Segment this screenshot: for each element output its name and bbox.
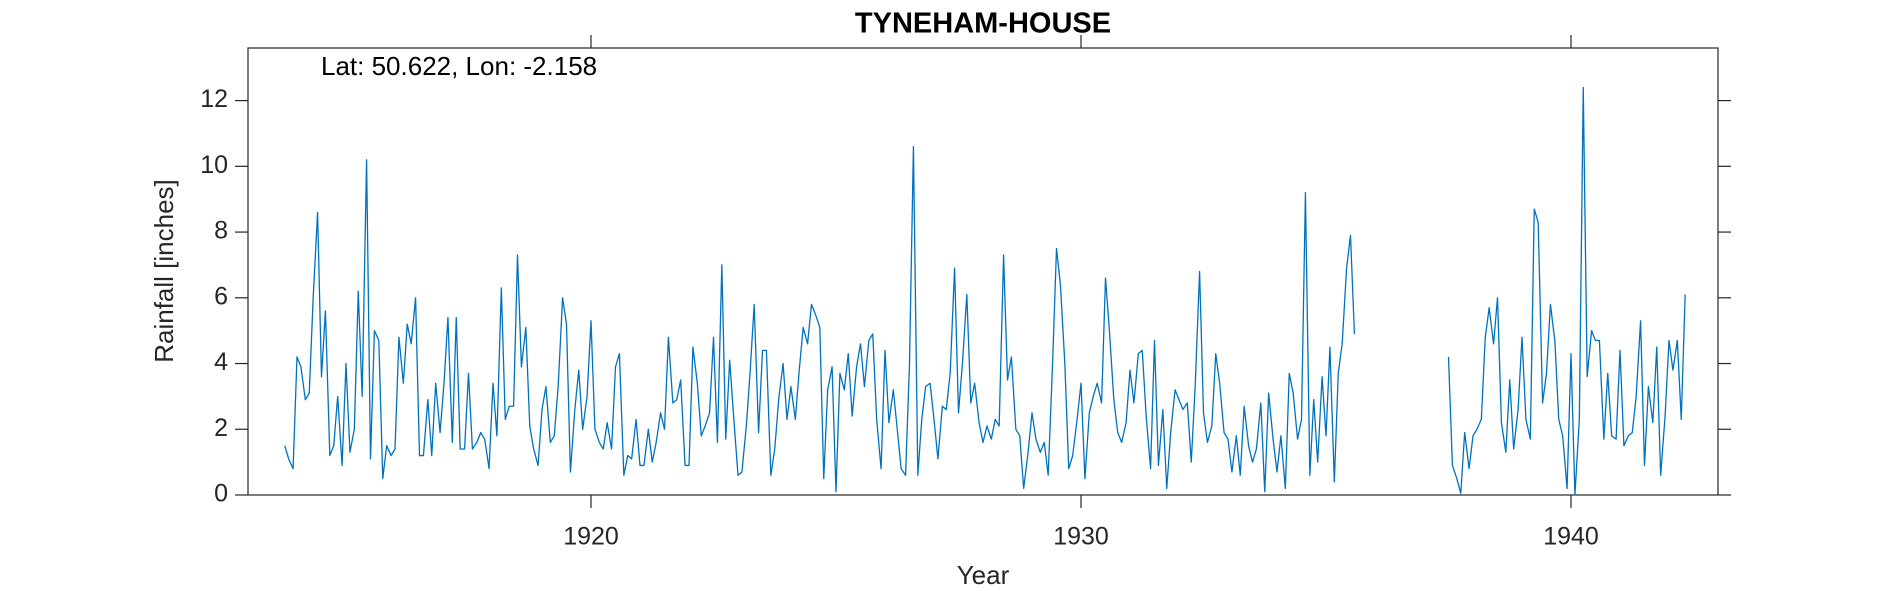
- y-tick-label: 8: [214, 217, 228, 245]
- y-tick-label: 0: [214, 480, 228, 508]
- x-tick-label: 1920: [563, 523, 619, 551]
- chart-title: TYNEHAM-HOUSE: [855, 8, 1111, 40]
- annotation: Lat: 50.622, Lon: -2.158: [321, 51, 597, 81]
- y-tick-label: 10: [200, 151, 228, 179]
- x-tick-label: 1930: [1053, 523, 1109, 551]
- axes-box: [247, 47, 1719, 496]
- x-tick-label: 1940: [1543, 523, 1599, 551]
- y-tick-label: 2: [214, 414, 228, 442]
- y-axis-label: Rainfall [inches]: [149, 179, 179, 363]
- data-line: [284, 86, 1686, 496]
- x-axis-label: Year: [957, 560, 1010, 590]
- y-tick-label: 6: [214, 282, 228, 310]
- y-tick-label: 12: [200, 85, 228, 113]
- y-tick-label: 4: [214, 348, 228, 376]
